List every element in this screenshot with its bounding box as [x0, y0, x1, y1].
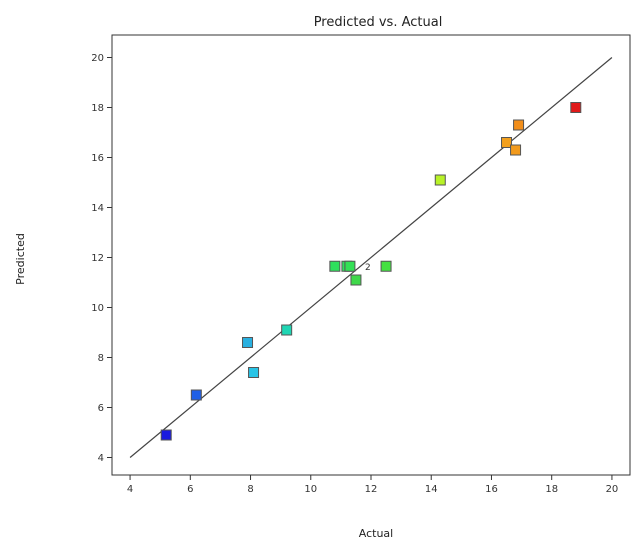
- y-tick-label: 10: [91, 303, 104, 314]
- data-point: [248, 367, 260, 378]
- x-axis: 4 6 8 10 12 14 16 18 20: [127, 475, 618, 495]
- data-point: [160, 429, 172, 441]
- x-tick-label: 12: [365, 484, 378, 495]
- data-point: [434, 174, 446, 186]
- y-axis: 4 6 8 10 12 14 16 18 20: [91, 53, 112, 464]
- data-point: [350, 274, 362, 286]
- y-tick-label: 12: [91, 253, 104, 264]
- chart-title: Predicted vs. Actual: [314, 15, 443, 30]
- data-point: [513, 119, 525, 131]
- point-annotation: 2: [365, 263, 371, 273]
- x-tick-label: 16: [485, 484, 498, 495]
- y-tick-label: 20: [91, 53, 104, 64]
- x-tick-label: 4: [127, 484, 133, 495]
- x-tick-label: 20: [606, 484, 619, 495]
- data-point: [344, 260, 356, 272]
- x-tick-label: 14: [425, 484, 438, 495]
- x-tick-label: 8: [247, 484, 253, 495]
- y-tick-label: 4: [98, 453, 104, 464]
- x-tick-label: 10: [304, 484, 317, 495]
- annotations: 2: [365, 263, 371, 273]
- reference-line-group: [129, 57, 613, 458]
- x-axis-title: Actual: [359, 527, 393, 540]
- data-points: [160, 102, 582, 441]
- reference-line: [129, 57, 613, 458]
- x-tick-label: 18: [545, 484, 558, 495]
- y-tick-label: 18: [91, 103, 104, 114]
- data-point: [281, 324, 293, 336]
- plot-area: [111, 34, 631, 476]
- data-point: [570, 102, 582, 113]
- data-point: [501, 137, 513, 148]
- data-point: [380, 260, 392, 272]
- y-axis-title: Predicted: [14, 233, 27, 285]
- x-tick-label: 6: [187, 484, 193, 495]
- data-point: [510, 144, 522, 156]
- y-tick-label: 8: [98, 353, 104, 364]
- data-point: [242, 337, 254, 348]
- y-tick-label: 14: [91, 203, 104, 214]
- y-tick-label: 16: [91, 153, 104, 164]
- data-point: [190, 389, 202, 401]
- y-tick-label: 6: [98, 403, 104, 414]
- data-point: [329, 260, 341, 272]
